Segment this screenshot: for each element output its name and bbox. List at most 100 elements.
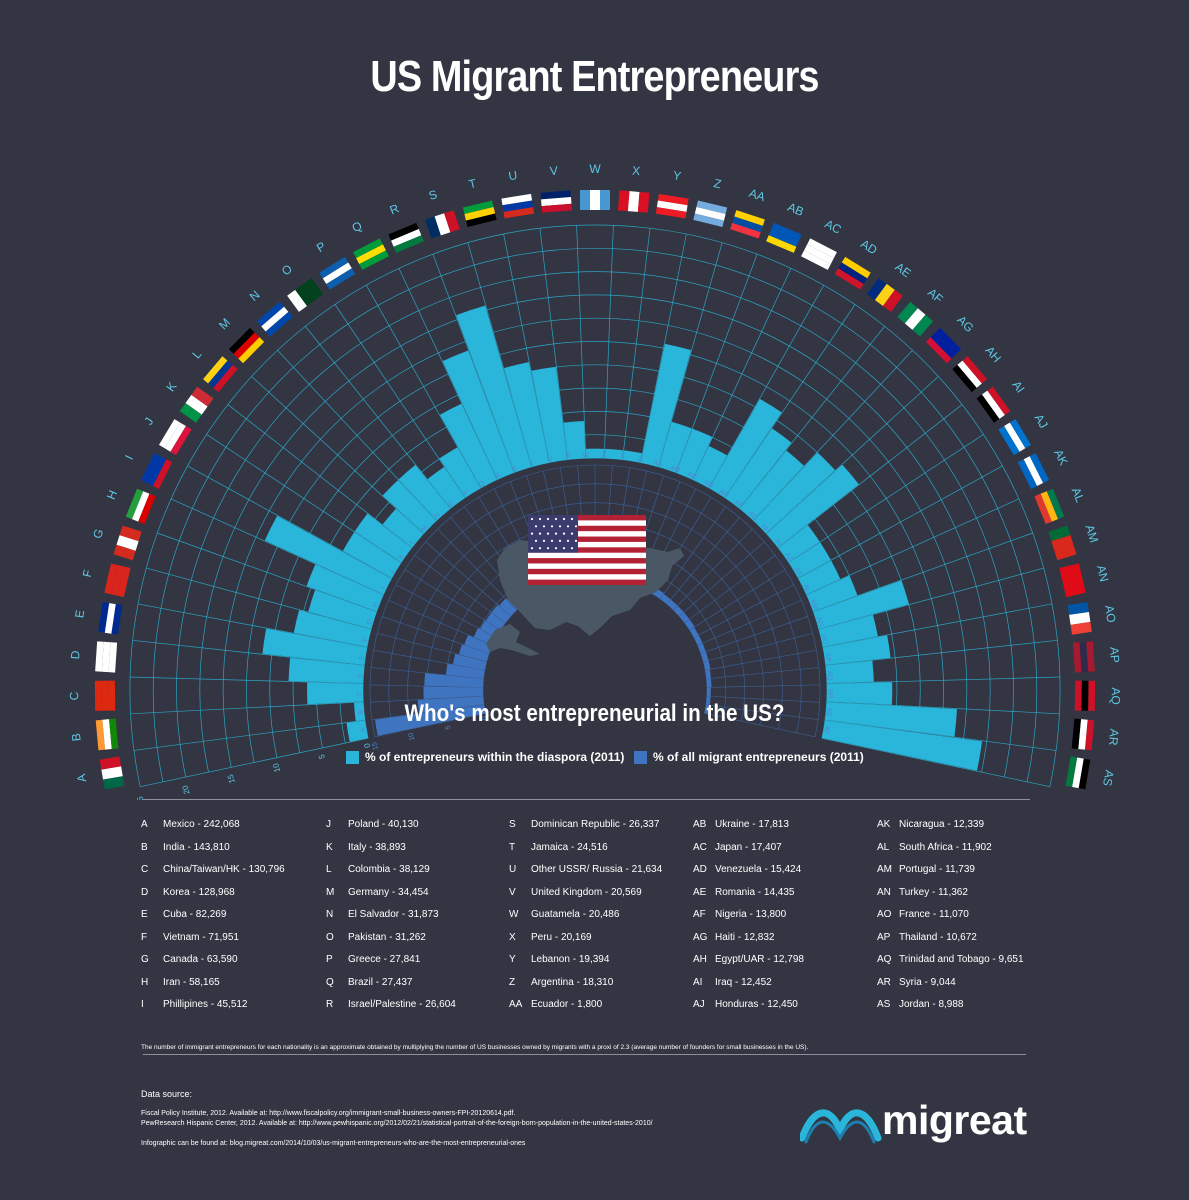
radial-bar-chart: 2520151050 ABCDEFGHIJKLMNOPQRSTUVWXYZAAA… (67, 162, 1123, 800)
nigeria-flag-icon (897, 301, 934, 337)
flag-band (730, 222, 761, 239)
inner-label-ad: AD (702, 479, 714, 490)
inner-bar-am (697, 643, 706, 654)
flag-band (1079, 641, 1089, 673)
flag-band (1009, 419, 1032, 449)
outer-bar-an (818, 614, 878, 647)
inner-bar-ah (673, 605, 684, 617)
flag-ring (94, 190, 1096, 790)
flag-band (841, 256, 871, 279)
inner-grid-spoke (659, 506, 726, 599)
country-code: AS (877, 999, 891, 1010)
country-key-row: AO France - 11,070 (877, 908, 1057, 931)
sources-heading: Data source: (141, 1089, 193, 1099)
flag-band (503, 207, 535, 219)
country-code: A (141, 819, 148, 830)
flag-band (1034, 493, 1052, 525)
outer-bar-am (813, 580, 909, 629)
flag-band (957, 360, 982, 388)
country-value: Trinidad and Tobago - 9,651 (899, 954, 1024, 965)
country-key-row: Y Lebanon - 19,394 (509, 953, 689, 976)
country-key-row: AL South Africa - 11,902 (877, 841, 1057, 864)
flag-band (322, 262, 352, 285)
flag-band (1004, 422, 1026, 452)
country-value: Cuba - 82,269 (163, 909, 227, 920)
outer-label-y: Y (672, 168, 682, 183)
flag-band (303, 277, 324, 301)
country-value: Lebanon - 19,394 (531, 954, 610, 965)
inner-grid-spoke (425, 541, 511, 617)
inner-grid-spoke (371, 704, 485, 720)
inner-grid-spoke (382, 616, 490, 654)
inner-grid-spoke (371, 667, 484, 680)
outer-bar-k (354, 513, 412, 563)
outer-label-s: S (427, 187, 439, 203)
italy-flag-icon (179, 386, 214, 423)
country-value: Brazil - 27,437 (348, 976, 413, 988)
country-value: Nigeria - 13,800 (715, 909, 787, 920)
flag-star (546, 547, 550, 550)
outer-label-k: K (163, 379, 179, 394)
colombia-flag-icon (203, 356, 238, 393)
flag-band (998, 426, 1020, 456)
country-value: United Kingdom - 20,569 (531, 886, 642, 898)
flag-stripe (528, 536, 646, 542)
country-code: P (326, 954, 333, 965)
inner-label-w: W (582, 452, 589, 459)
flag-band (238, 337, 265, 364)
inner-label-an: AN (815, 616, 825, 627)
outer-label-aj: AJ (1032, 412, 1051, 431)
outer-bar-ad (709, 399, 782, 498)
flag-band (1088, 680, 1096, 711)
inner-label-m: M (420, 524, 429, 533)
inner-bar-aq (706, 678, 712, 688)
inner-label-z: Z (637, 456, 643, 464)
flag-band (108, 680, 116, 711)
flag-band (94, 680, 102, 711)
outer-label-g: G (90, 527, 106, 540)
flag-star (558, 539, 562, 543)
outer-bar-ac (693, 445, 728, 488)
country-code: H (141, 976, 149, 988)
country-key-row: A Mexico - 242,068 (141, 818, 321, 841)
flag-band (882, 289, 903, 312)
nicaragua-flag-icon (1017, 453, 1050, 489)
flag-band (1074, 680, 1082, 711)
flag-band (287, 289, 308, 312)
flag-stripe (528, 525, 646, 532)
country-value: Argentina - 18,310 (531, 976, 614, 988)
outer-label-t: T (467, 176, 478, 191)
flag-star (570, 532, 574, 535)
south-africa-flag-icon (1034, 488, 1065, 525)
jamaica-flag-icon (462, 200, 497, 227)
outer-axis-tick: 10 (271, 762, 282, 773)
venezuela-flag-icon (834, 256, 871, 290)
flag-star (562, 547, 566, 550)
inner-label-j: J (388, 569, 396, 576)
inner-label-ai: AI (773, 538, 783, 548)
country-code: Z (509, 976, 516, 988)
outer-grid-spoke (130, 676, 364, 684)
flag-band (101, 680, 109, 711)
flag-band (1081, 680, 1089, 711)
flag-band (203, 356, 228, 384)
inner-grid-spoke (705, 704, 819, 720)
outer-grid-spoke (826, 676, 1060, 684)
inner-bar-c (423, 686, 484, 700)
flag-stripe (528, 579, 646, 585)
inner-grid-spoke (679, 541, 765, 617)
flag-band (119, 525, 142, 542)
country-value: Portugal - 11,739 (899, 864, 975, 875)
inner-label-p: P (462, 489, 470, 498)
outer-bar-u (531, 367, 568, 463)
outer-bar-p (439, 447, 481, 498)
outer-bar-s (456, 305, 532, 473)
country-key-row: W Guatamela - 20,486 (509, 908, 689, 931)
outer-bar-y (622, 450, 643, 463)
divider-bottom (143, 1054, 1026, 1055)
flag-band (766, 235, 797, 253)
country-code: AF (693, 909, 706, 920)
germany-flag-icon (228, 327, 265, 364)
country-value: South Africa - 11,902 (899, 841, 992, 853)
flag-band (125, 488, 144, 520)
